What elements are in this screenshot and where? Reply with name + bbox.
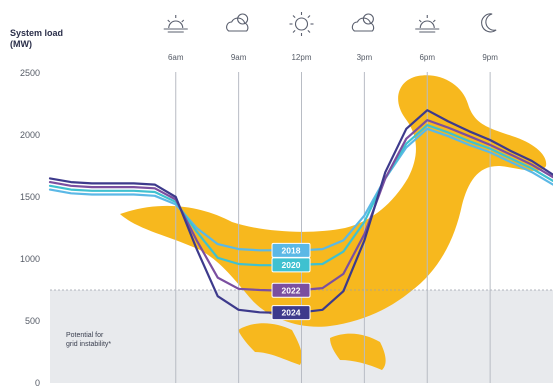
y-tick-label: 2000: [20, 130, 40, 140]
y-tick-label: 500: [25, 316, 40, 326]
y-tick-label: 0: [35, 378, 40, 387]
time-label-9pm: 9pm: [482, 53, 498, 62]
moon-icon: [481, 13, 497, 33]
time-label-6am: 6am: [168, 53, 184, 62]
year-labels: 2018 2020 2022 2024: [271, 242, 311, 321]
y-tick-label: 1000: [20, 254, 40, 264]
year-label-text: 2020: [282, 260, 301, 270]
sunset-icon: [415, 15, 440, 33]
y-tick-label: 2500: [20, 68, 40, 78]
y-axis-label-line-1: System load: [10, 28, 63, 38]
sunrise-icon: [163, 15, 188, 33]
gridlines: [50, 72, 553, 383]
y-tick-label: 1500: [20, 192, 40, 202]
year-label-2018: 2018: [271, 242, 311, 258]
partly-cloudy-icon: [351, 13, 375, 32]
y-axis: 2500 2000 1500 1000 500 0: [20, 68, 40, 387]
year-label-2022: 2022: [271, 282, 311, 298]
y-axis-label-line-2: (MW): [10, 39, 32, 49]
annotation-line-1: Potential for: [66, 332, 104, 339]
time-label-6pm: 6pm: [419, 53, 435, 62]
duck-illustration: [120, 75, 547, 370]
year-label-text: 2024: [282, 308, 301, 318]
time-label-9am: 9am: [231, 53, 247, 62]
time-axis: 6am 9am 12pm 3pm 6pm 9pm: [163, 12, 498, 62]
time-label-3pm: 3pm: [357, 53, 373, 62]
duck-body: [120, 75, 547, 327]
time-label-12pm: 12pm: [291, 53, 311, 62]
annotation-line-2: grid instability*: [66, 341, 111, 348]
duck-foot-right: [330, 333, 386, 370]
duck-foot-left: [238, 323, 303, 365]
partly-cloudy-icon: [226, 13, 249, 32]
year-label-2020: 2020: [271, 257, 311, 273]
year-label-text: 2022: [282, 285, 301, 295]
year-label-text: 2018: [282, 245, 301, 255]
sun-icon: [289, 12, 314, 36]
year-label-2024: 2024: [271, 305, 311, 321]
